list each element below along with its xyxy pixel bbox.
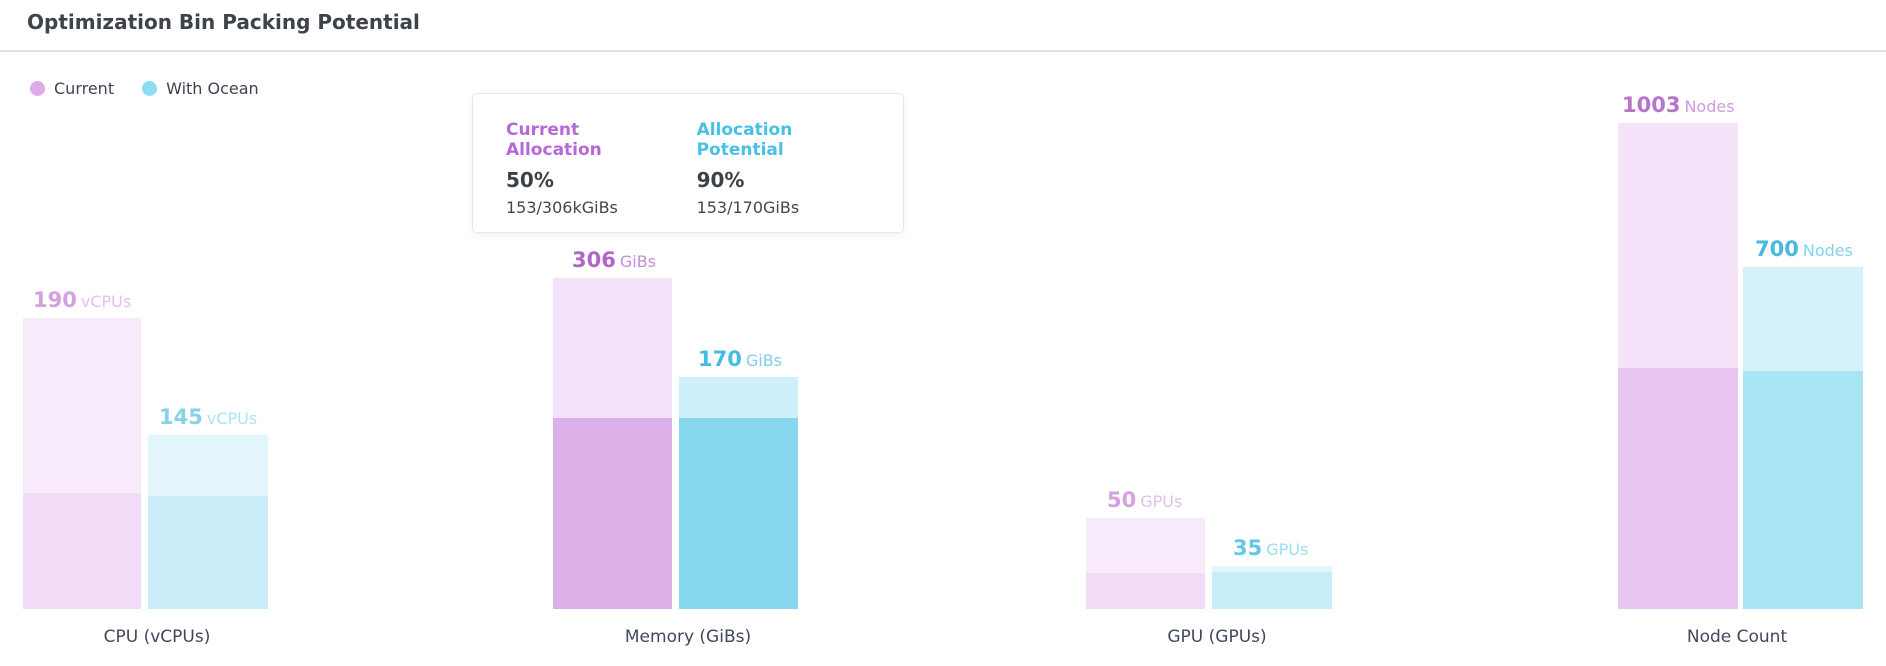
bar-with-ocean-cpu-vcpus[interactable] (148, 435, 268, 609)
bar-allocated-segment (553, 418, 672, 609)
page-title: Optimization Bin Packing Potential (27, 10, 420, 34)
hover-tooltip: Current Allocation 50% 153/306kGiBs Allocat… (472, 93, 904, 233)
bar-value-label: 700 Nodes (1755, 237, 1853, 261)
bar-allocated-segment (1086, 573, 1205, 609)
category-label-node-count: Node Count (1686, 627, 1788, 647)
bar-value-number: 145 (159, 405, 203, 429)
bar-value-label: 35 GPUs (1233, 536, 1308, 560)
bar-value-number: 190 (33, 288, 77, 312)
tooltip-column-allocation-potential: Allocation Potential 90% 153/170GiBs (696, 120, 870, 217)
tooltip-column-current-allocation: Current Allocation 50% 153/306kGiBs (506, 120, 667, 217)
category-label-memory-gibs: Memory (GiBs) (624, 627, 752, 647)
tooltip-detail-value: 153/306kGiBs (506, 198, 618, 217)
bar-with-ocean-gpu-gpus[interactable] (1212, 566, 1332, 609)
bar-value-unit: GiBs (619, 252, 656, 271)
legend-swatch-icon (30, 81, 45, 96)
bar-value-unit: Nodes (1684, 97, 1735, 116)
bar-value-number: 306 (572, 248, 616, 272)
bar-current-node-count[interactable] (1618, 123, 1738, 609)
bar-allocated-segment (679, 418, 798, 609)
bar-current-memory-gibs[interactable] (553, 278, 672, 609)
bar-with-ocean-node-count[interactable] (1743, 267, 1863, 609)
bar-allocated-segment (148, 496, 268, 609)
bar-value-label: 1003 Nodes (1622, 93, 1735, 117)
bar-allocated-segment (1212, 572, 1332, 609)
bar-value-unit: Nodes (1802, 241, 1853, 260)
tooltip-detail-value: 153/170GiBs (696, 198, 800, 217)
legend-item-label: With Ocean (166, 79, 259, 98)
bar-current-cpu-vcpus[interactable] (23, 318, 141, 609)
bar-value-number: 1003 (1622, 93, 1681, 117)
category-label-cpu-vcpus: CPU (vCPUs) (103, 627, 211, 647)
legend-item-current[interactable]: Current (30, 79, 114, 98)
bar-value-unit: GPUs (1266, 540, 1309, 559)
legend-item-label: Current (54, 79, 115, 98)
tooltip-percent-value: 50% (506, 168, 554, 192)
bar-current-gpu-gpus[interactable] (1086, 518, 1205, 609)
bar-value-unit: GPUs (1140, 492, 1183, 511)
bar-value-label: 170 GiBs (698, 347, 782, 371)
bar-value-label: 306 GiBs (572, 248, 656, 272)
bar-value-label: 145 vCPUs (159, 405, 257, 429)
bar-value-number: 50 (1107, 488, 1137, 512)
chart-legend: Current With Ocean (30, 79, 259, 98)
bar-value-label: 190 vCPUs (33, 288, 131, 312)
bar-value-number: 700 (1755, 237, 1799, 261)
tooltip-column-title: Allocation Potential (696, 120, 793, 160)
tooltip-column-title: Current Allocation (506, 120, 602, 160)
bar-value-unit: vCPUs (80, 292, 132, 311)
category-label-gpu-gpus: GPU (GPUs) (1167, 627, 1267, 647)
bar-allocated-segment (23, 493, 141, 609)
bar-allocated-segment (1743, 371, 1863, 609)
bar-value-label: 50 GPUs (1107, 488, 1182, 512)
bar-value-unit: vCPUs (206, 409, 258, 428)
tooltip-percent-value: 90% (696, 168, 745, 192)
header-divider (0, 50, 1886, 52)
bar-with-ocean-memory-gibs[interactable] (679, 377, 798, 609)
bar-value-number: 35 (1233, 536, 1263, 560)
bar-value-unit: GiBs (745, 351, 782, 370)
bar-allocated-segment (1618, 368, 1738, 609)
legend-item-with-ocean[interactable]: With Ocean (142, 79, 259, 98)
legend-swatch-icon (142, 81, 158, 96)
bar-value-number: 170 (698, 347, 742, 371)
